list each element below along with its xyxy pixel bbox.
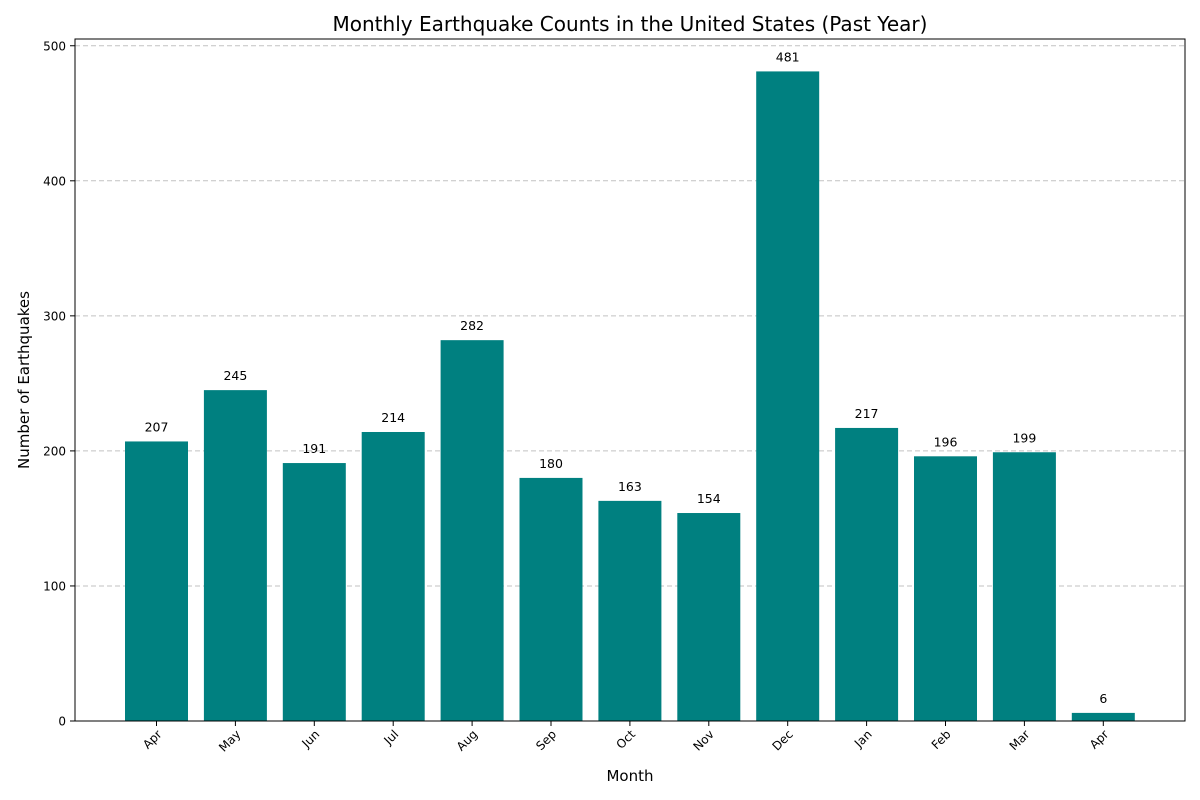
x-axis-label: Month — [606, 767, 653, 785]
x-tick-label-0: Apr — [140, 727, 165, 752]
bar-8 — [756, 71, 820, 722]
bar-2 — [282, 463, 346, 721]
bar-6 — [598, 500, 662, 721]
x-tick-label-11: Mar — [1007, 727, 1033, 753]
y-axis-label: Number of Earthquakes — [15, 291, 33, 469]
chart-title: Monthly Earthquake Counts in the United … — [333, 12, 928, 36]
data-label-0: 207 — [145, 419, 169, 434]
y-tick-label-4: 400 — [43, 174, 66, 188]
bars — [125, 71, 1135, 722]
data-label-1: 245 — [223, 368, 247, 383]
x-tick-label-1: May — [216, 727, 243, 754]
bar-11 — [992, 452, 1056, 721]
data-labels: 207 245 191 214 282 180 163 154 481 217 196 199 6 — [145, 49, 1108, 705]
y-tick-label-1: 100 — [43, 579, 66, 593]
bar-12 — [1071, 712, 1135, 721]
y-tick-label-3: 300 — [43, 309, 66, 323]
data-label-2: 191 — [302, 441, 326, 456]
bar-4 — [440, 340, 504, 721]
data-label-12: 6 — [1099, 691, 1107, 706]
y-axis-ticks: 0 100 200 300 400 500 — [43, 39, 75, 729]
x-tick-label-6: Oct — [613, 727, 638, 752]
x-tick-label-5: Sep — [533, 727, 559, 753]
data-label-6: 163 — [618, 479, 642, 494]
y-tick-label-0: 0 — [58, 715, 66, 729]
y-tick-label-2: 200 — [43, 444, 66, 458]
bar-9 — [835, 427, 899, 721]
x-tick-label-12: Apr — [1087, 727, 1112, 752]
data-label-9: 217 — [855, 406, 879, 421]
x-tick-label-7: Nov — [690, 727, 716, 753]
bar-0 — [125, 441, 188, 721]
x-tick-label-2: Jun — [299, 727, 323, 751]
x-axis-ticks: Apr May Jun Jul Aug Sep Oct Nov Dec Jan Feb Mar Apr — [140, 721, 1111, 755]
bar-7 — [677, 513, 741, 721]
data-label-11: 199 — [1012, 430, 1036, 445]
data-label-3: 214 — [381, 410, 405, 425]
y-tick-label-5: 500 — [43, 39, 66, 53]
bar-5 — [519, 477, 583, 721]
bar-3 — [361, 431, 425, 721]
data-label-8: 481 — [776, 49, 800, 64]
x-tick-label-4: Aug — [454, 727, 480, 753]
data-label-5: 180 — [539, 456, 563, 471]
data-label-10: 196 — [934, 434, 958, 449]
x-tick-label-9: Jan — [851, 727, 875, 751]
bar-10 — [914, 456, 977, 721]
x-tick-label-10: Feb — [929, 727, 954, 752]
data-label-7: 154 — [697, 491, 721, 506]
x-tick-label-3: Jul — [380, 727, 401, 748]
bar-1 — [203, 390, 267, 721]
x-tick-label-8: Dec — [769, 727, 795, 753]
data-label-4: 282 — [460, 318, 484, 333]
